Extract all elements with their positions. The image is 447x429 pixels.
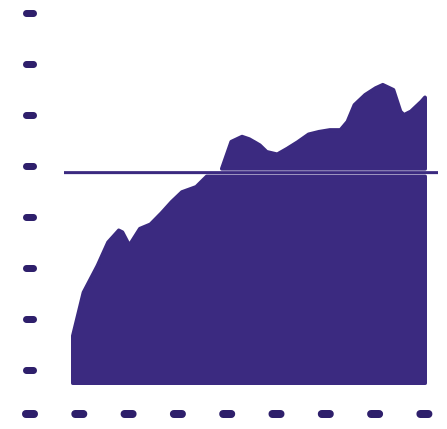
y-tick-mark xyxy=(23,265,37,272)
area-series xyxy=(71,82,427,385)
x-tick-mark xyxy=(367,410,384,418)
x-tick-mark xyxy=(317,410,334,418)
y-tick-mark xyxy=(23,163,37,170)
area-above-reference xyxy=(220,82,427,171)
y-tick-mark xyxy=(23,10,37,17)
x-tick-mark xyxy=(169,410,186,418)
y-axis-ticks xyxy=(23,10,37,374)
x-tick-mark xyxy=(22,410,38,418)
x-tick-mark xyxy=(120,410,137,418)
x-tick-mark xyxy=(268,410,285,418)
x-tick-mark xyxy=(71,410,88,418)
area-below-reference xyxy=(71,174,427,385)
x-axis-ticks xyxy=(22,410,433,418)
x-tick-mark xyxy=(219,410,236,418)
x-tick-mark xyxy=(416,410,433,418)
y-tick-mark xyxy=(23,112,37,119)
y-tick-mark xyxy=(23,367,37,374)
y-tick-mark xyxy=(23,61,37,68)
y-tick-mark xyxy=(23,316,37,323)
y-tick-mark xyxy=(23,214,37,221)
